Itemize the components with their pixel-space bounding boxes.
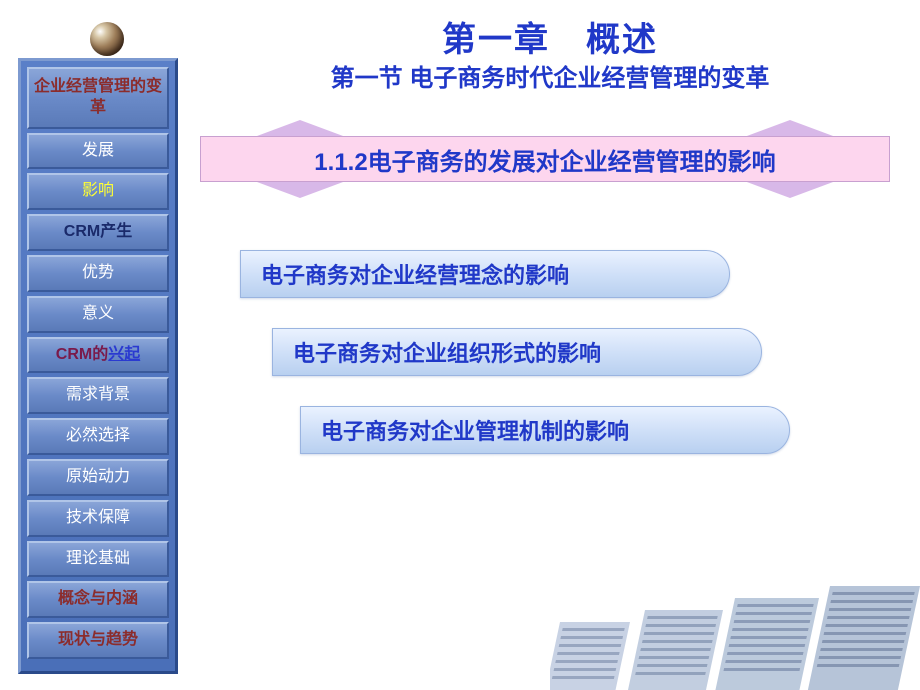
sidebar-label-link: 兴起 xyxy=(108,346,140,363)
sidebar-label: 意义 xyxy=(82,305,114,322)
buildings-decor xyxy=(550,570,920,690)
sidebar-item-reform[interactable]: 企业经营管理的变革 xyxy=(27,67,169,129)
sidebar-item-driving-force[interactable]: 原始动力 xyxy=(27,459,169,496)
sidebar-label: 需求背景 xyxy=(66,386,130,403)
sidebar-item-development[interactable]: 发展 xyxy=(27,133,169,170)
sidebar-item-tech-support[interactable]: 技术保障 xyxy=(27,500,169,537)
page-title: 第一章 概述 xyxy=(200,12,900,61)
bullet-pill-concept: 电子商务对企业经营理念的影响 xyxy=(240,250,730,298)
sphere-decor xyxy=(90,22,124,56)
sidebar-label: 企业经营管理的变革 xyxy=(34,78,162,116)
sidebar-label-prefix: CRM的 xyxy=(56,346,108,363)
bullet-pill-mechanism: 电子商务对企业管理机制的影响 xyxy=(300,406,790,454)
sidebar-item-advantage[interactable]: 优势 xyxy=(27,255,169,292)
sidebar-label: 发展 xyxy=(82,142,114,159)
section-banner: 1.1.2电子商务的发展对企业经营管理的影响 xyxy=(200,136,890,182)
sidebar-item-status-trend[interactable]: 现状与趋势 xyxy=(27,622,169,659)
page-subtitle: 第一节 电子商务时代企业经营管理的变革 xyxy=(200,58,900,93)
sidebar-label: 概念与内涵 xyxy=(58,590,138,607)
sidebar-label: 优势 xyxy=(82,264,114,281)
sidebar-label: CRM产生 xyxy=(64,223,132,240)
sidebar-item-crm-rise[interactable]: CRM的兴起 xyxy=(27,337,169,374)
sidebar-label: 技术保障 xyxy=(66,509,130,526)
pill-text: 电子商务对企业管理机制的影响 xyxy=(321,414,629,446)
sidebar-item-crm-origin[interactable]: CRM产生 xyxy=(27,214,169,251)
sidebar-item-meaning[interactable]: 意义 xyxy=(27,296,169,333)
sidebar-label: 理论基础 xyxy=(66,550,130,567)
sidebar: 企业经营管理的变革 发展 影响 CRM产生 优势 意义 CRM的兴起 需求背景 … xyxy=(18,58,178,674)
sidebar-label: 影响 xyxy=(82,182,114,199)
sidebar-item-impact[interactable]: 影响 xyxy=(27,173,169,210)
bullet-pill-org: 电子商务对企业组织形式的影响 xyxy=(272,328,762,376)
sidebar-item-inevitable[interactable]: 必然选择 xyxy=(27,418,169,455)
sidebar-label: 原始动力 xyxy=(66,468,130,485)
pill-text: 电子商务对企业组织形式的影响 xyxy=(293,336,601,368)
sidebar-item-concept[interactable]: 概念与内涵 xyxy=(27,581,169,618)
sidebar-item-demand-bg[interactable]: 需求背景 xyxy=(27,377,169,414)
sidebar-item-theory[interactable]: 理论基础 xyxy=(27,541,169,578)
pill-text: 电子商务对企业经营理念的影响 xyxy=(261,258,569,290)
sidebar-label: 现状与趋势 xyxy=(58,631,138,648)
banner-container: 1.1.2电子商务的发展对企业经营管理的影响 xyxy=(200,120,890,198)
sidebar-label: 必然选择 xyxy=(66,427,130,444)
